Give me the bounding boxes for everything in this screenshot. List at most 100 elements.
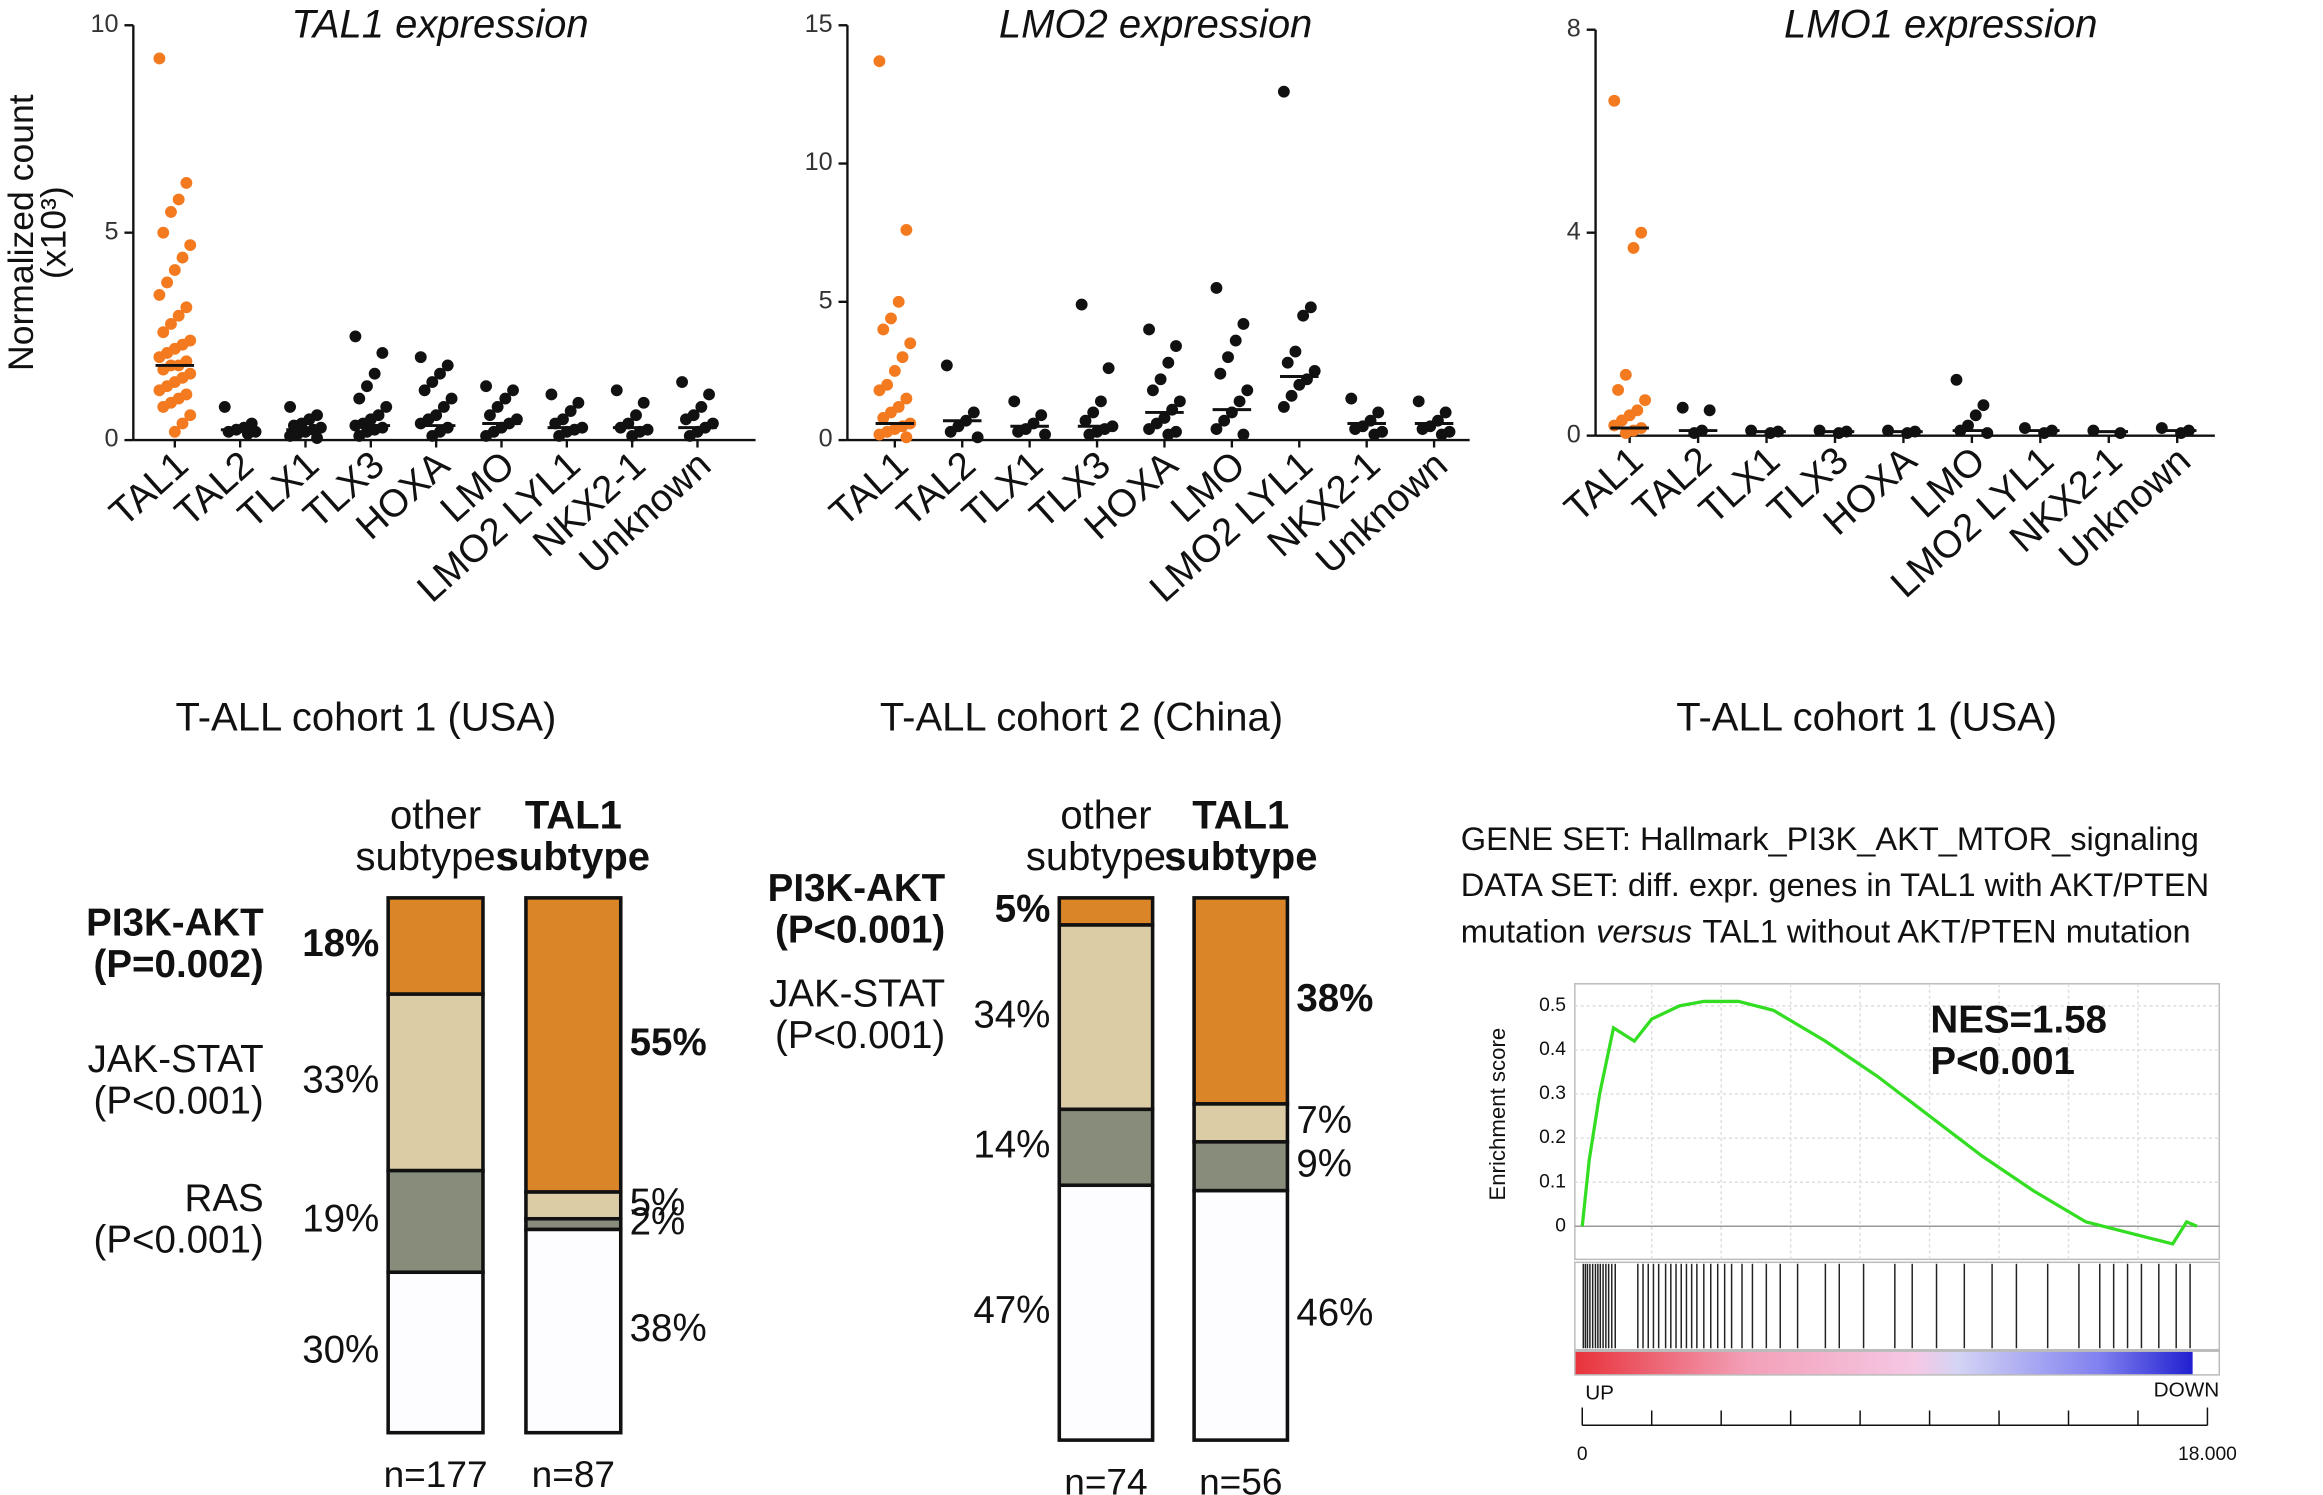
rank-label: DOWN xyxy=(2154,1379,2220,1402)
header-part: TAL1 without AKT/PTEN mutation xyxy=(1702,912,2190,949)
data-point xyxy=(877,323,890,336)
n-label: n=177 xyxy=(384,1453,488,1495)
row-pvalue: (P<0.001) xyxy=(94,1079,264,1122)
data-point xyxy=(1308,365,1321,377)
data-point xyxy=(184,409,197,422)
data-point xyxy=(1277,85,1290,98)
data-point xyxy=(480,380,493,393)
data-point xyxy=(896,351,909,364)
row-label: PI3K-AKT xyxy=(768,867,946,910)
data-point xyxy=(564,405,577,417)
data-point xyxy=(176,417,189,430)
data-point xyxy=(885,312,897,325)
data-point xyxy=(572,396,585,409)
bar-segment xyxy=(524,896,623,1194)
data-point xyxy=(1075,298,1088,311)
data-point xyxy=(1304,301,1317,314)
value-label: 9% xyxy=(1296,1142,1352,1185)
data-point xyxy=(1035,409,1048,422)
row-pvalue: (P<0.001) xyxy=(775,1014,945,1057)
data-point xyxy=(165,318,177,330)
data-point xyxy=(944,425,957,438)
value-label: 5% xyxy=(630,1182,686,1225)
bar-segment xyxy=(1192,1188,1290,1442)
value-label: 2% xyxy=(630,1200,686,1243)
data-point xyxy=(1008,395,1021,408)
value-label: 5% xyxy=(995,888,1051,931)
data-point xyxy=(1087,406,1100,419)
column-header: subtype xyxy=(1164,835,1317,879)
x-tick-label: TLX1 xyxy=(1691,439,1788,533)
data-point xyxy=(610,384,623,397)
data-point xyxy=(676,376,689,388)
y-tick-label: 10 xyxy=(805,148,833,176)
y-axis-label: Normalized count xyxy=(1,94,41,371)
data-point xyxy=(426,376,439,388)
row-pvalue: (P<0.001) xyxy=(775,908,945,951)
data-point xyxy=(414,351,427,364)
x-tick-label: 18.000 xyxy=(2178,1444,2237,1465)
data-point xyxy=(161,276,174,289)
data-point xyxy=(1372,406,1385,419)
data-point xyxy=(165,206,177,218)
data-point xyxy=(637,396,650,409)
data-point xyxy=(1233,395,1246,408)
data-point xyxy=(172,193,185,206)
data-point xyxy=(892,295,905,308)
n-label: n=56 xyxy=(1199,1460,1282,1495)
y-tick-label: 0 xyxy=(1567,420,1581,448)
data-point xyxy=(1173,395,1186,408)
row-label: JAK-STAT xyxy=(88,1038,264,1081)
data-point xyxy=(1143,323,1155,336)
header-part: mutation xyxy=(1461,912,1586,949)
data-point xyxy=(1969,409,1982,422)
panel-title: LMO1 expression xyxy=(1784,2,2097,46)
data-point xyxy=(168,425,181,438)
data-point xyxy=(1218,414,1231,427)
data-point xyxy=(630,409,642,422)
data-point xyxy=(1297,309,1310,322)
data-point xyxy=(380,400,393,413)
column-header: subtypes xyxy=(356,835,516,879)
column-header: other xyxy=(1060,793,1151,837)
data-point xyxy=(967,406,980,419)
column-header: TAL1 xyxy=(525,793,622,837)
value-label: 38% xyxy=(1296,977,1373,1020)
value-label: 55% xyxy=(630,1021,707,1064)
rank-bar xyxy=(1574,1351,2193,1375)
data-point xyxy=(441,359,454,372)
data-point xyxy=(1619,427,1632,440)
annotation: NES=1.58 xyxy=(1930,998,2107,1041)
data-point xyxy=(873,384,886,397)
data-point xyxy=(545,388,558,401)
data-point xyxy=(873,55,886,68)
data-point xyxy=(361,380,373,393)
value-label: 47% xyxy=(973,1289,1050,1332)
data-point xyxy=(1635,226,1648,239)
data-point xyxy=(1688,427,1701,440)
data-point xyxy=(1612,384,1625,396)
data-point xyxy=(1229,334,1242,347)
y-tick-label: 10 xyxy=(91,10,119,38)
data-point xyxy=(153,288,166,301)
data-point xyxy=(900,223,913,236)
data-point xyxy=(157,226,170,239)
data-point xyxy=(1608,419,1621,432)
data-point xyxy=(1222,351,1234,364)
data-point xyxy=(2038,427,2051,440)
data-point xyxy=(904,337,917,350)
data-point xyxy=(349,330,362,343)
value-label: 7% xyxy=(1296,1099,1352,1142)
data-point xyxy=(940,359,953,372)
data-point xyxy=(1293,378,1306,391)
data-point xyxy=(176,251,189,264)
row-label: RAS xyxy=(185,1177,264,1220)
data-point xyxy=(507,384,519,397)
bar-segment xyxy=(524,1190,623,1221)
data-point xyxy=(172,309,185,322)
value-label: 34% xyxy=(973,993,1050,1036)
header-part: versus xyxy=(1596,912,1692,949)
value-label: 18% xyxy=(302,922,379,965)
data-point xyxy=(434,367,446,380)
data-point xyxy=(1412,395,1425,408)
